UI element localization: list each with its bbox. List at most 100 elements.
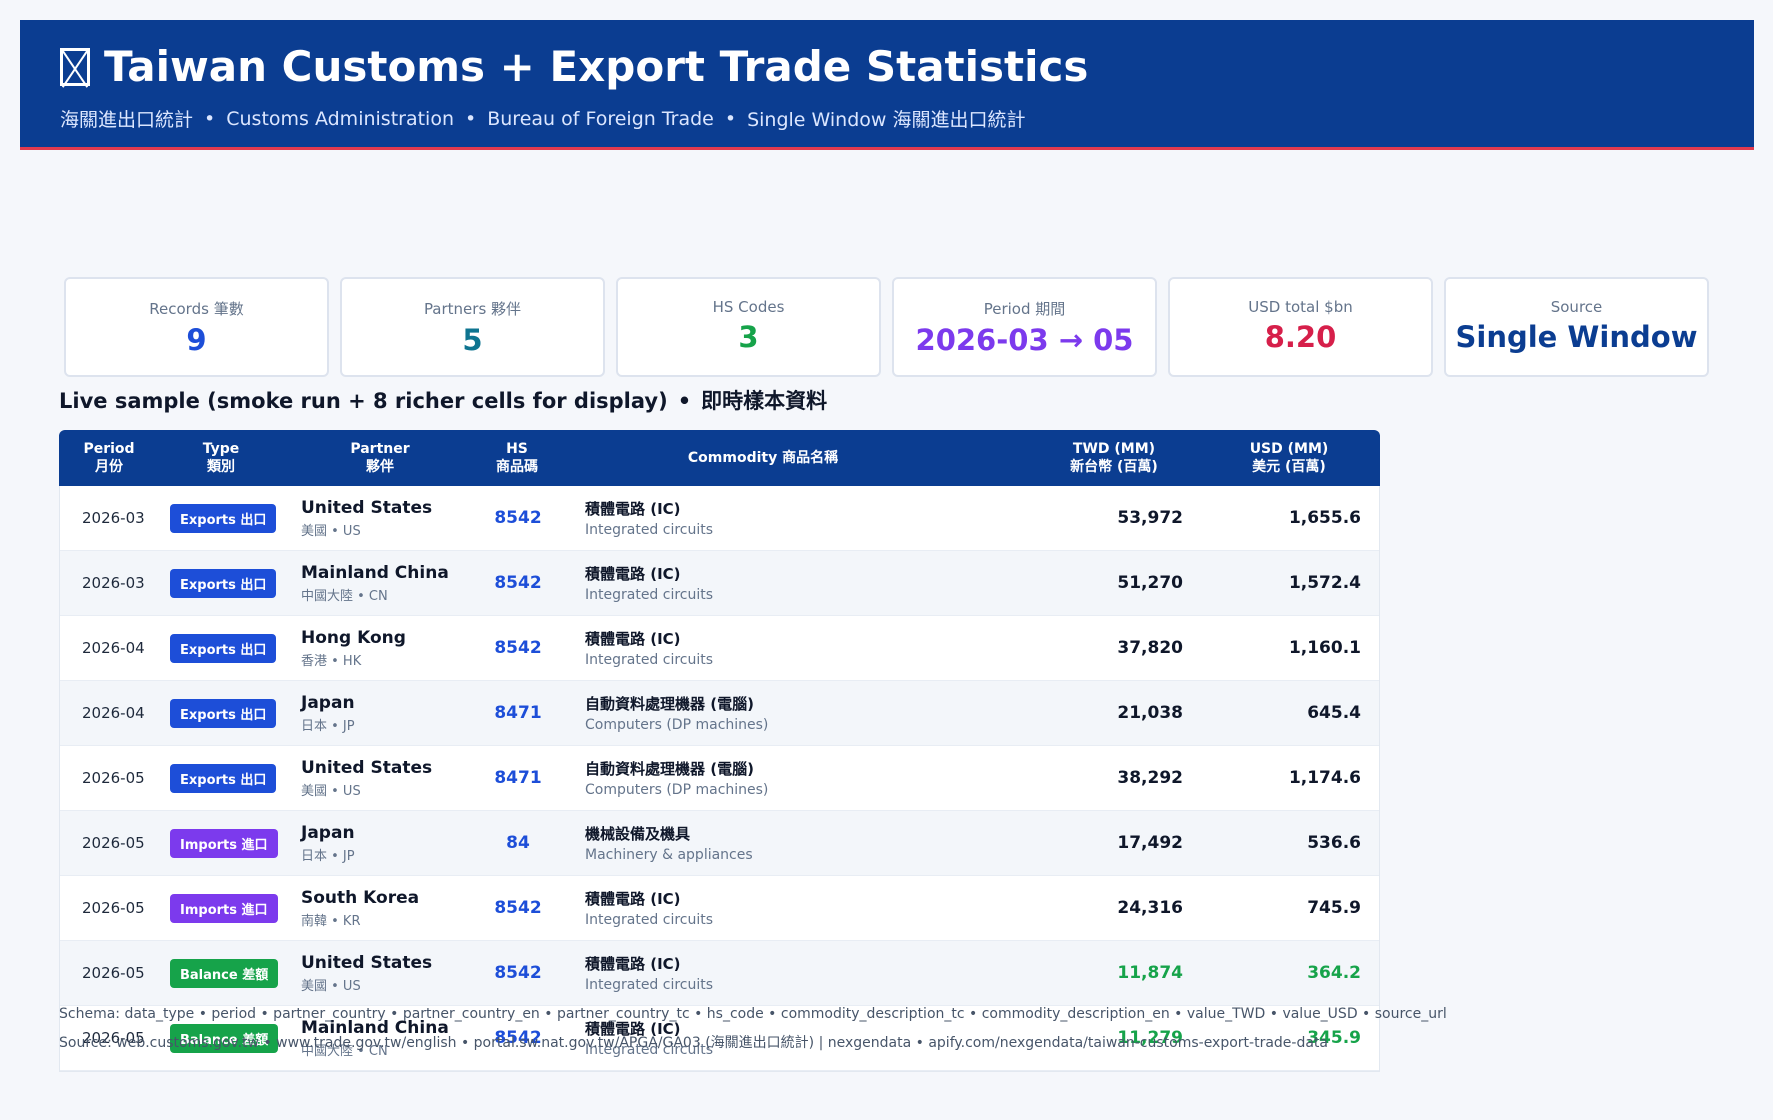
table-row[interactable]: 2026-05 Exports 出口 United States 美國 • US 847… — [60, 746, 1379, 811]
column-header-commodity[interactable]: Commodity 商品名稱 — [584, 430, 942, 486]
cell-twd: 11,874 — [1117, 963, 1183, 983]
column-header-label: HS — [506, 441, 528, 457]
column-header-label: Commodity 商品名稱 — [687, 450, 839, 466]
cell-hs-code[interactable]: 8542 — [494, 1028, 542, 1048]
column-header-hs[interactable]: HS 商品碼 — [465, 430, 569, 486]
cell-period: 2026-05 — [82, 834, 145, 852]
cell-partner: United States 美國 • US — [301, 941, 432, 1005]
stat-card-label: Partners 夥伴 — [423, 300, 522, 318]
commodity-tc: 自動資料處理機器 (電腦) — [585, 760, 754, 778]
stat-card-label: Source — [1550, 298, 1603, 316]
cell-hs-code[interactable]: 8471 — [494, 703, 542, 723]
cell-hs-code[interactable]: 8471 — [494, 768, 542, 788]
cell-commodity: 積體電路 (IC) Integrated circuits — [585, 1006, 713, 1070]
cell-period: 2026-03 — [82, 509, 145, 527]
cell-hs-code[interactable]: 8542 — [494, 898, 542, 918]
stat-cards: Records 筆數 9 Partners 夥伴 5 HS Codes 3 Pe… — [64, 277, 1720, 377]
section-title-tc: 即時樣本資料 — [701, 389, 828, 413]
commodity-tc: 積體電路 (IC) — [585, 500, 681, 518]
column-header-usd[interactable]: USD (MM) 美元 (百萬) — [1219, 430, 1359, 486]
subtitle-part: Customs Administration — [226, 107, 454, 130]
column-header-sublabel: 類別 — [207, 459, 235, 475]
type-badge: Imports 進口 — [170, 828, 278, 858]
cell-hs-code[interactable]: 8542 — [494, 638, 542, 658]
cell-twd: 51,270 — [1117, 573, 1183, 593]
stat-card-hs-codes: HS Codes 3 — [616, 277, 881, 377]
stat-card-label: Records 筆數 — [149, 300, 244, 318]
cell-partner: Japan 日本 • JP — [301, 681, 355, 745]
type-badge: Exports 出口 — [170, 568, 277, 598]
cell-period: 2026-05 — [82, 769, 145, 787]
column-header-partner[interactable]: Partner 夥伴 — [300, 430, 460, 486]
column-header-sublabel: 月份 — [95, 459, 123, 475]
table-row[interactable]: 2026-04 Exports 出口 Hong Kong 香港 • HK 8542 積體電… — [60, 616, 1379, 681]
column-header-type[interactable]: Type 類別 — [169, 430, 273, 486]
cell-commodity: 積體電路 (IC) Integrated circuits — [585, 941, 713, 1005]
cell-usd: 364.2 — [1307, 963, 1361, 983]
page-title: Taiwan Customs + Export Trade Statistics — [60, 42, 1088, 91]
table-row[interactable]: 2026-05 Imports 進口 Japan 日本 • JP 84 機械設備及機具 Ma… — [60, 811, 1379, 876]
partner-name: Mainland China — [301, 562, 449, 583]
table-row[interactable]: 2026-03 Exports 出口 Mainland China 中國大陸 • CN… — [60, 551, 1379, 616]
column-header-label: USD (MM) — [1249, 441, 1329, 457]
cell-hs-code[interactable]: 8542 — [494, 573, 542, 593]
cell-usd: 645.4 — [1307, 703, 1361, 723]
table-row[interactable]: 2026-05 Balance 差額 Mainland China 中國大陸 • CN… — [60, 1006, 1379, 1071]
cell-period: 2026-05 — [82, 899, 145, 917]
partner-name: United States — [301, 757, 433, 778]
column-header-label: Partner — [350, 441, 410, 457]
cell-twd: 11,279 — [1117, 1028, 1183, 1048]
subtitle-separator: • — [465, 107, 477, 130]
cell-period: 2026-04 — [82, 639, 145, 657]
table-row[interactable]: 2026-04 Exports 出口 Japan 日本 • JP 8471 自動資料處理機… — [60, 681, 1379, 746]
cell-twd: 38,292 — [1117, 768, 1183, 788]
stat-card-usd-total: USD total $bn 8.20 — [1168, 277, 1433, 377]
cell-type: Exports 出口 — [170, 551, 277, 615]
commodity-tc: 積體電路 (IC) — [585, 955, 681, 973]
cell-hs-code[interactable]: 8542 — [494, 508, 542, 528]
cell-commodity: 自動資料處理機器 (電腦) Computers (DP machines) — [585, 681, 768, 745]
table-row[interactable]: 2026-05 Balance 差額 United States 美國 • US 854… — [60, 941, 1379, 1006]
cell-type: Exports 出口 — [170, 681, 277, 745]
section-title-separator: • — [677, 389, 692, 413]
cell-commodity: 機械設備及機具 Machinery & appliances — [585, 811, 753, 875]
commodity-en: Integrated circuits — [585, 977, 714, 993]
partner-sub: 香港 • HK — [301, 653, 362, 669]
partner-name: Japan — [301, 822, 355, 843]
subtitle-part: Single Window 海關進出口統計 — [747, 109, 1026, 131]
cell-commodity: 積體電路 (IC) Integrated circuits — [585, 616, 713, 680]
cell-period: 2026-05 — [82, 964, 145, 982]
stat-card-partners: Partners 夥伴 5 — [340, 277, 605, 377]
table-row[interactable]: 2026-03 Exports 出口 United States 美國 • US 854… — [60, 486, 1379, 551]
column-header-sublabel: 新台幣 (百萬) — [1070, 459, 1158, 475]
commodity-en: Machinery & appliances — [585, 847, 753, 863]
column-header-twd[interactable]: TWD (MM) 新台幣 (百萬) — [1039, 430, 1189, 486]
partner-sub: 南韓 • KR — [301, 913, 361, 929]
subtitle-separator: • — [724, 107, 737, 130]
partner-name: Hong Kong — [301, 627, 406, 648]
subtitle-part: 海關進出口統計 — [60, 109, 194, 131]
commodity-tc: 積體電路 (IC) — [585, 890, 681, 908]
cell-partner: Mainland China 中國大陸 • CN — [301, 1006, 449, 1070]
cell-type: Balance 差額 — [170, 941, 279, 1005]
partner-sub: 日本 • JP — [301, 848, 355, 864]
cell-usd: 1,174.6 — [1288, 768, 1361, 788]
cell-hs-code[interactable]: 84 — [506, 833, 530, 853]
subtitle-part: Bureau of Foreign Trade — [487, 107, 714, 130]
cell-usd: 745.9 — [1307, 898, 1361, 918]
cell-usd: 536.6 — [1307, 833, 1361, 853]
cell-period: 2026-03 — [82, 574, 145, 592]
cell-type: Exports 出口 — [170, 746, 277, 810]
cell-type: Imports 進口 — [170, 811, 278, 875]
table-header: Period 月份 Type 類別 Partner 夥伴 HS 商品碼 Comm… — [59, 430, 1380, 486]
source-line: Source: web.customs.gov.tw • www.trade.g… — [59, 1035, 1329, 1051]
cell-twd: 17,492 — [1117, 833, 1183, 853]
column-header-period[interactable]: Period 月份 — [59, 430, 159, 486]
cell-hs-code[interactable]: 8542 — [494, 963, 542, 983]
cell-partner: Mainland China 中國大陸 • CN — [301, 551, 449, 615]
partner-sub: 美國 • US — [301, 978, 361, 994]
commodity-tc: 積體電路 (IC) — [585, 630, 681, 648]
partner-name: South Korea — [301, 887, 420, 908]
table-row[interactable]: 2026-05 Imports 進口 South Korea 南韓 • KR 8542 積… — [60, 876, 1379, 941]
cell-twd: 53,972 — [1117, 508, 1183, 528]
